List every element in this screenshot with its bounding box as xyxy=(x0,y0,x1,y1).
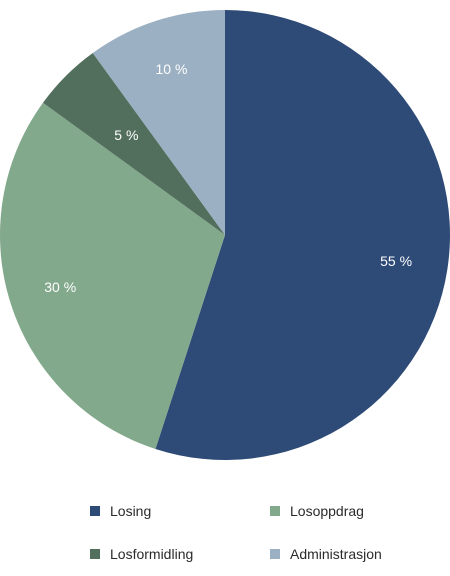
slice-losing xyxy=(155,10,450,460)
data-label-losing: 55 % xyxy=(380,253,412,269)
slice-administrasjon xyxy=(92,10,225,235)
slice-losformidling xyxy=(42,52,225,235)
data-label-losoppdrag: 30 % xyxy=(44,279,76,295)
data-label-administrasjon: 10 % xyxy=(156,61,188,77)
data-label-losformidling: 5 % xyxy=(114,127,138,143)
slice-losoppdrag xyxy=(0,102,225,449)
